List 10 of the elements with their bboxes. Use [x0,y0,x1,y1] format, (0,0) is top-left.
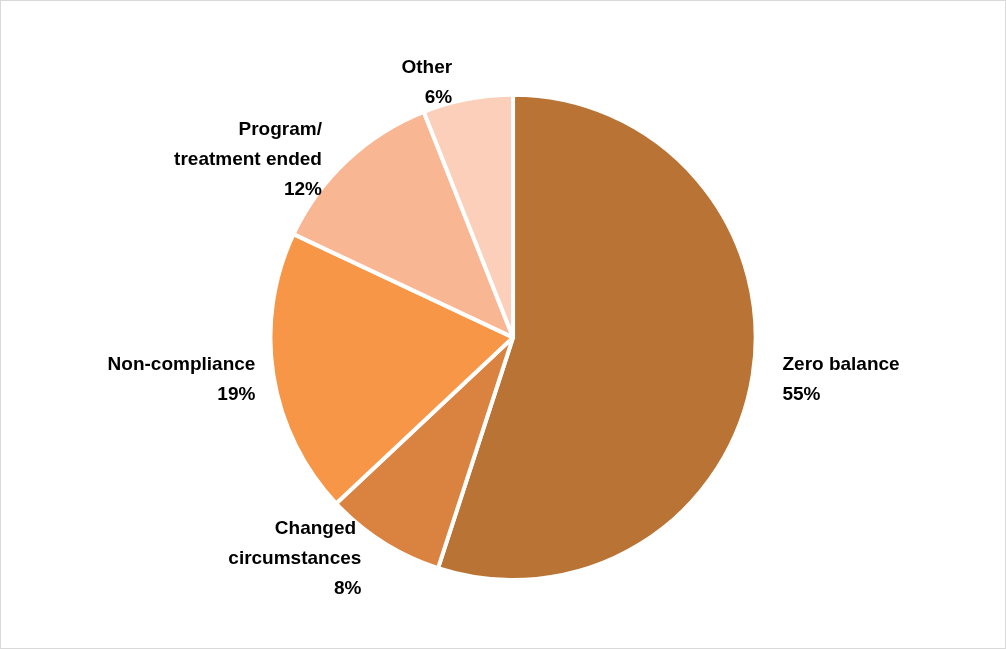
slice-label: Changed circumstances [228,516,362,568]
slice-label: Program/treatment ended [174,117,323,169]
slice-label: Other [401,55,453,77]
slice-label: Non-compliance [107,352,256,374]
data-label: 6% [424,85,453,107]
data-label: 55% [782,382,821,404]
data-label: 19% [217,382,256,404]
data-label: 8% [333,576,362,598]
data-label: 12% [283,177,323,199]
slice-label: Zero balance [782,352,900,374]
